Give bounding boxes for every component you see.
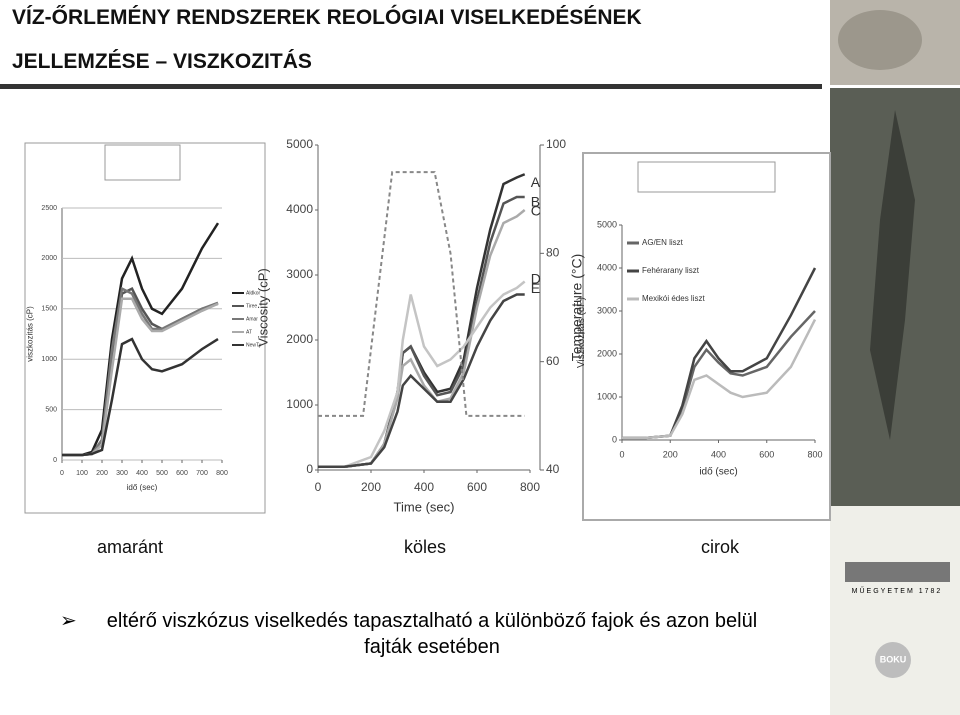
chart-caption: amaránt bbox=[97, 537, 163, 557]
bread-photo bbox=[838, 10, 922, 70]
y2-tick-label: 100 bbox=[546, 137, 566, 151]
y-tick-label: 1000 bbox=[41, 356, 57, 363]
logo-text: MŰEGYETEM 1782 bbox=[852, 586, 943, 595]
chart-title-box bbox=[104, 144, 181, 181]
y-tick-label: 2500 bbox=[41, 205, 57, 212]
y-axis-label: Viscosity (cP) bbox=[255, 268, 270, 347]
x-tick-label: 400 bbox=[136, 470, 148, 477]
title-line: VÍZ-ŐRLEMÉNY RENDSZEREK REOLÓGIAI VISELK… bbox=[12, 6, 642, 29]
series-line bbox=[622, 319, 817, 440]
x-tick-label: 100 bbox=[76, 470, 88, 477]
x-tick-label: 800 bbox=[807, 449, 822, 459]
building-logo bbox=[845, 562, 950, 582]
legend-label: AG/EN liszt bbox=[642, 238, 684, 247]
x-axis-label: idő (sec) bbox=[699, 467, 737, 478]
plant-photo bbox=[870, 110, 915, 440]
y-tick-label: 500 bbox=[45, 406, 57, 413]
bullet-text: eltérő viszkózus viselkedés tapasztalhat… bbox=[106, 610, 758, 658]
y-tick-label: 0 bbox=[612, 434, 617, 444]
chart-panel bbox=[582, 152, 831, 521]
x-tick-label: 0 bbox=[619, 449, 624, 459]
series-line bbox=[318, 173, 526, 468]
series-label: E bbox=[531, 280, 540, 296]
y-tick-label: 3000 bbox=[286, 267, 313, 281]
series-line bbox=[318, 280, 526, 468]
series-line bbox=[318, 293, 525, 468]
y-tick-label: 3000 bbox=[597, 305, 617, 315]
x-tick-label: 0 bbox=[315, 480, 322, 494]
x-tick-label: 300 bbox=[116, 470, 128, 477]
series-label: C bbox=[531, 203, 541, 219]
y-tick-label: 5000 bbox=[286, 137, 313, 151]
y-tick-label: 1000 bbox=[286, 397, 313, 411]
legend-label: Fehérarany liszt bbox=[642, 266, 700, 275]
y-tick-label: 1500 bbox=[41, 306, 57, 313]
legend-label: Mexikói édes liszt bbox=[642, 294, 705, 303]
series-line bbox=[62, 337, 219, 457]
chart-caption: cirok bbox=[701, 537, 740, 557]
series-label: A bbox=[531, 174, 541, 190]
y-tick-label: 4000 bbox=[286, 202, 313, 216]
y-tick-label: 0 bbox=[306, 462, 313, 476]
y2-tick-label: 60 bbox=[546, 354, 560, 368]
chart-caption: köles bbox=[404, 537, 446, 557]
y-tick-label: 0 bbox=[53, 457, 57, 464]
x-tick-label: 500 bbox=[156, 470, 168, 477]
x-tick-label: 200 bbox=[361, 480, 381, 494]
x-axis-label: Time (sec) bbox=[394, 499, 455, 514]
y-axis-label: Viszkozitás (cP) bbox=[576, 297, 587, 368]
x-tick-label: 700 bbox=[196, 470, 208, 477]
legend-label: AT bbox=[246, 329, 252, 335]
y2-tick-label: 80 bbox=[546, 246, 560, 260]
series-label: B bbox=[531, 193, 540, 209]
series-label: D bbox=[531, 271, 541, 287]
title-line: JELLEMZÉSE – VISZKOZITÁS bbox=[12, 50, 312, 73]
series-line bbox=[318, 171, 525, 417]
x-tick-label: 800 bbox=[520, 480, 540, 494]
x-tick-label: 600 bbox=[467, 480, 487, 494]
legend-label: Amar bbox=[246, 316, 258, 322]
logo-text: BOKU bbox=[880, 654, 907, 664]
y-tick-label: 1000 bbox=[597, 391, 617, 401]
y2-axis-label: Temperature (°C) bbox=[569, 254, 585, 362]
y-axis-label: viszkozitás (cP) bbox=[26, 306, 35, 362]
x-tick-label: 800 bbox=[216, 470, 228, 477]
y-tick-label: 5000 bbox=[597, 219, 617, 229]
y-tick-label: 2000 bbox=[286, 332, 313, 346]
x-tick-label: 200 bbox=[663, 449, 678, 459]
y2-tick-label: 40 bbox=[546, 462, 560, 476]
y-tick-label: 4000 bbox=[597, 262, 617, 272]
y-tick-label: 2000 bbox=[41, 255, 57, 262]
x-tick-label: 600 bbox=[759, 449, 774, 459]
chart-panel bbox=[24, 142, 266, 514]
x-tick-label: 200 bbox=[96, 470, 108, 477]
x-tick-label: 400 bbox=[711, 449, 726, 459]
x-tick-label: 400 bbox=[414, 480, 434, 494]
x-tick-label: 600 bbox=[176, 470, 188, 477]
y-tick-label: 2000 bbox=[597, 348, 617, 358]
legend-label: Tiree bbox=[246, 303, 257, 309]
header-rule bbox=[0, 84, 822, 89]
boku-logo bbox=[875, 642, 911, 678]
x-axis-label: idő (sec) bbox=[127, 483, 158, 492]
legend-label: Aldkor bbox=[246, 290, 261, 296]
x-tick-label: 0 bbox=[60, 470, 64, 477]
sidebar bbox=[830, 506, 960, 715]
bullet-arrow: ➢ bbox=[60, 610, 77, 632]
chart-title-box bbox=[637, 161, 776, 193]
legend-label: NewTy bbox=[246, 342, 262, 348]
